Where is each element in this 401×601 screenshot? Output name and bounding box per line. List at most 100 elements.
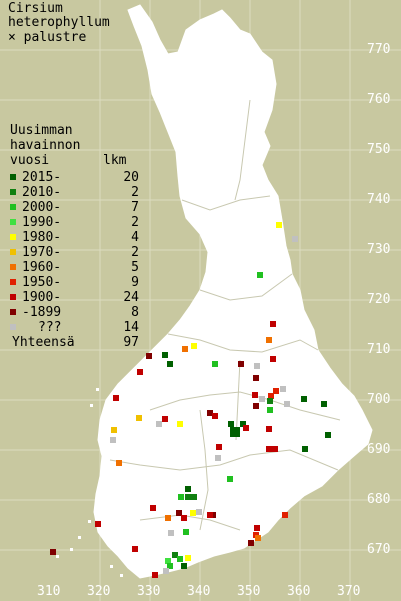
observation-marker [178,494,184,500]
observation-marker [185,486,191,492]
observation-marker [113,395,119,401]
x-axis-label: 340 [187,584,211,599]
observation-marker [240,421,246,427]
legend-count: 5 [131,260,139,275]
legend-label: 1900- [22,290,62,305]
observation-marker [253,403,259,409]
observation-marker [215,455,221,461]
observation-marker [162,416,168,422]
observation-markers [50,222,331,578]
observation-marker [284,401,290,407]
observation-marker [227,476,233,482]
observation-marker [253,375,259,381]
legend-label: 1980- [22,230,62,245]
observation-marker [167,563,173,569]
observation-marker [248,540,254,546]
observation-marker [257,272,263,278]
observation-marker [230,427,240,437]
legend-total-label: Yhteensä [12,335,75,350]
y-axis-label: 710 [367,342,391,357]
observation-marker [50,549,56,555]
observation-marker [177,556,183,562]
legend-count: 2 [131,185,139,200]
legend-count: 2 [131,215,139,230]
legend-label: 1990- [22,215,62,230]
legend-header-line3: vuosi [10,153,50,168]
observation-marker [207,512,213,518]
legend-swatch [10,189,16,195]
observation-marker [282,512,288,518]
legend-swatch [10,234,16,240]
x-axis-label: 360 [287,584,311,599]
legend-label: 2000- [22,200,62,215]
y-axis-label: 690 [367,442,391,457]
legend-count: 4 [131,230,139,245]
legend-header-line2: havainnon [10,138,81,153]
observation-marker [238,361,244,367]
archipelago-dots [56,388,123,577]
legend-swatch [10,324,16,330]
observation-marker [266,426,272,432]
y-axis-label: 750 [367,142,391,157]
legend-total-count: 97 [123,335,139,350]
observation-marker [176,510,182,516]
y-axis-label: 760 [367,92,391,107]
observation-marker [268,393,274,399]
observation-marker [181,515,187,521]
legend-count: 7 [131,200,139,215]
observation-marker [302,446,308,452]
y-axis-label: 740 [367,192,391,207]
observation-marker [191,494,197,500]
x-axis-label: 310 [37,584,61,599]
observation-marker [267,407,273,413]
legend-label: 1960- [22,260,62,275]
observation-marker [252,392,258,398]
species-title-line2: heterophyllum [8,15,110,30]
observation-marker [156,421,162,427]
observation-marker [146,353,152,359]
legend-swatch [10,309,16,315]
observation-marker [165,515,171,521]
observation-marker [172,552,178,558]
legend-swatch [10,294,16,300]
y-axis-label: 770 [367,42,391,57]
observation-marker [150,505,156,511]
observation-marker [267,398,273,404]
legend-count: 9 [131,275,139,290]
legend-count: 14 [123,320,139,335]
legend-swatch [10,264,16,270]
legend-count: 20 [123,170,139,185]
observation-marker [243,425,249,431]
legend-label: 1950- [22,275,62,290]
observation-marker [255,535,261,541]
observation-marker [259,396,265,402]
observation-marker [196,509,202,515]
observation-marker [110,437,116,443]
observation-marker [190,510,196,516]
observation-marker [95,521,101,527]
observation-marker [163,568,169,574]
observation-marker [325,432,331,438]
species-title-line3: × palustre [8,30,87,45]
observation-marker [280,386,286,392]
observation-marker [152,572,158,578]
observation-marker [182,346,188,352]
observation-marker [116,460,122,466]
observation-marker [254,363,260,369]
observation-marker [266,337,272,343]
observation-marker [207,410,213,416]
observation-marker [276,222,282,228]
observation-marker [183,529,189,535]
observation-marker [212,413,218,419]
observation-marker [212,361,218,367]
x-axis-label: 350 [237,584,261,599]
x-axis-label: 330 [137,584,161,599]
legend-swatch [10,204,16,210]
x-axis-label: 370 [337,584,361,599]
observation-marker [168,530,174,536]
legend-label: ??? [38,320,62,335]
observation-marker [270,356,276,362]
observation-marker [321,401,327,407]
observation-marker [167,361,173,367]
